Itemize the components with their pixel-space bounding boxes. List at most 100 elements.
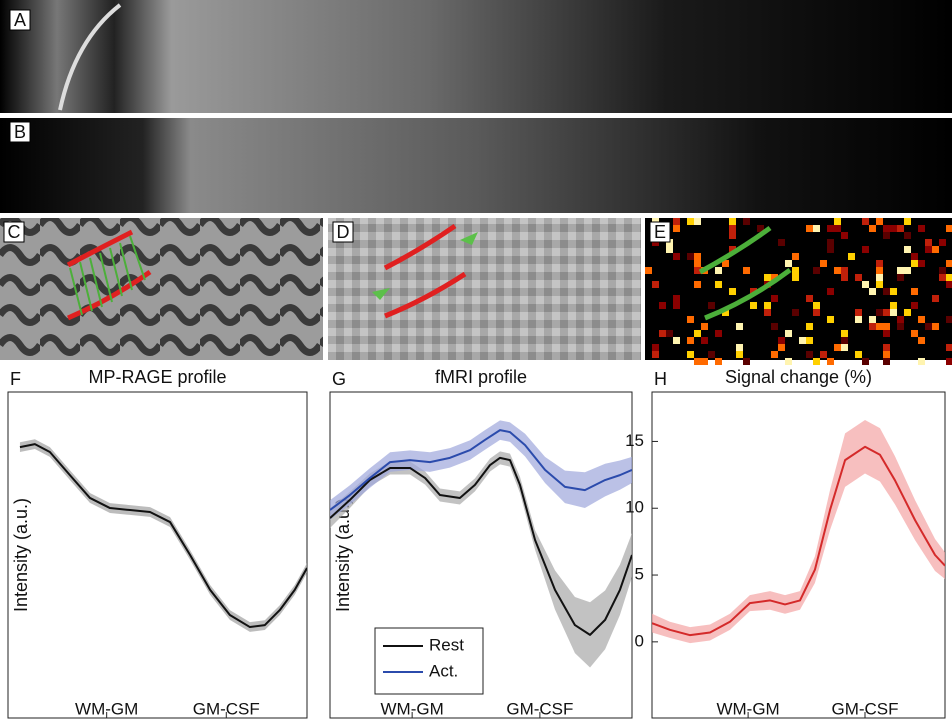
heatmap-pixel — [771, 295, 778, 302]
panel-label: G — [332, 369, 346, 389]
y-tick-label: 0 — [635, 631, 644, 650]
heatmap-pixel — [827, 239, 834, 246]
heatmap-pixel — [715, 267, 722, 274]
heatmap-pixel — [673, 218, 680, 225]
heatmap-pixel — [820, 351, 827, 358]
heatmap-pixel — [813, 358, 820, 365]
heatmap-pixel — [827, 288, 834, 295]
heatmap-pixel — [834, 218, 841, 225]
heatmap-pixel — [799, 337, 806, 344]
heatmap-pixel — [911, 330, 918, 337]
heatmap-pixel — [673, 302, 680, 309]
heatmap-pixel — [946, 281, 952, 288]
heatmap-pixel — [778, 337, 785, 344]
heatmap-pixel — [911, 288, 918, 295]
heatmap-pixel — [729, 225, 736, 232]
heatmap-pixel — [694, 267, 701, 274]
heatmap-pixel — [876, 309, 883, 316]
panel-label-box — [332, 221, 354, 243]
heatmap-pixel — [897, 267, 904, 274]
heatmap-pixel — [771, 351, 778, 358]
heatmap-pixel — [652, 281, 659, 288]
heatmap-pixel — [708, 351, 715, 358]
chart-title: fMRI profile — [435, 367, 527, 387]
heatmap-pixel — [764, 274, 771, 281]
heatmap-pixel — [841, 344, 848, 351]
heatmap-pixel — [652, 351, 659, 358]
image-detail — [58, 3, 122, 111]
heatmap-pixel — [687, 218, 694, 225]
line — [19, 443, 307, 629]
heatmap-pixel — [946, 274, 952, 281]
heatmap-pixel — [736, 344, 743, 351]
heatmap-pixel — [855, 351, 862, 358]
heatmap-pixel — [736, 351, 743, 358]
panel-label: H — [654, 369, 667, 389]
heatmap-pixel — [785, 260, 792, 267]
heatmap-pixel — [911, 302, 918, 309]
line — [330, 456, 632, 636]
heatmap-pixel — [792, 309, 799, 316]
heatmap-pixel — [687, 337, 694, 344]
heatmap-pixel — [890, 302, 897, 309]
heatmap-pixel — [876, 267, 883, 274]
heatmap-pixel — [904, 218, 911, 225]
heatmap-pixel — [883, 330, 890, 337]
panel-label-box — [3, 221, 25, 243]
heatmap-pixel — [848, 253, 855, 260]
heatmap-pixel — [862, 218, 869, 225]
heatmap-pixel — [946, 344, 952, 351]
heatmap-pixel — [743, 358, 750, 365]
heatmap-pixel — [939, 239, 946, 246]
heatmap-pixel — [792, 267, 799, 274]
heatmap-pixel — [813, 302, 820, 309]
heatmap-pixel — [883, 309, 890, 316]
heatmap-pixel — [897, 225, 904, 232]
heatmap-pixel — [883, 358, 890, 365]
heatmap-pixel — [946, 260, 952, 267]
heatmap-pixel — [736, 323, 743, 330]
heatmap-pixel — [897, 323, 904, 330]
heatmap-pixel — [694, 260, 701, 267]
heatmap-pixel — [925, 246, 932, 253]
heatmap-pixel — [876, 323, 883, 330]
heatmap-pixel — [743, 218, 750, 225]
heatmap-pixel — [792, 274, 799, 281]
chart-title: MP-RAGE profile — [88, 367, 226, 387]
heatmap-pixel — [890, 288, 897, 295]
heatmap-pixel — [869, 288, 876, 295]
heatmap-pixel — [834, 225, 841, 232]
heatmap-pixel — [687, 351, 694, 358]
heatmap-pixel — [876, 260, 883, 267]
y-tick-label: 15 — [625, 431, 644, 450]
heatmap-pixel — [876, 274, 883, 281]
heatmap-pixel — [806, 295, 813, 302]
heatmap-pixel — [778, 344, 785, 351]
heatmap-pixel — [806, 225, 813, 232]
heatmap-pixel — [911, 253, 918, 260]
image-d — [328, 218, 641, 360]
heatmap-pixel — [897, 316, 904, 323]
panel-label: C — [8, 222, 21, 242]
legend-label: Act. — [429, 661, 458, 680]
heatmap-pixel — [764, 302, 771, 309]
heatmap-pixel — [862, 281, 869, 288]
heatmap-pixel — [694, 281, 701, 288]
heatmap-pixel — [918, 316, 925, 323]
heatmap-pixel — [883, 288, 890, 295]
heatmap-pixel — [694, 330, 701, 337]
panel-label: A — [14, 10, 26, 30]
heatmap-pixel — [687, 253, 694, 260]
x-tick-label: GM-CSF — [831, 699, 898, 718]
heatmap-pixel — [855, 316, 862, 323]
panel-label: B — [14, 122, 26, 142]
heatmap-pixel — [778, 239, 785, 246]
heatmap-pixel — [904, 267, 911, 274]
heatmap-pixel — [918, 358, 925, 365]
plot-area — [651, 391, 946, 719]
heatmap-pixel — [869, 323, 876, 330]
heatmap-pixel — [813, 225, 820, 232]
error-band — [330, 420, 632, 520]
heatmap-pixel — [820, 260, 827, 267]
